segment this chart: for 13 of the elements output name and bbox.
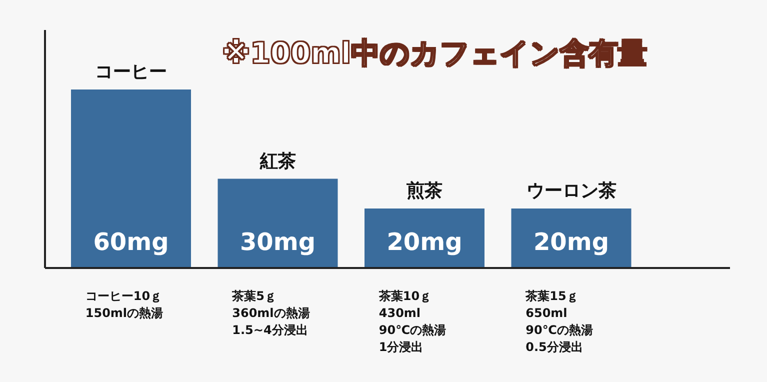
text: コーヒー10ｇ 150mlの熱湯 (85, 289, 164, 320)
text: 茶葉10ｇ 430ml 90℃の熱湯 1分浸出 (378, 289, 446, 354)
data-label: 60mg (93, 228, 169, 256)
x-tick-label: 煎茶 (406, 180, 442, 202)
data-label: 20mg (533, 228, 610, 256)
chart-title: ※100ml中のカフェイン含有量 (222, 35, 647, 72)
data-label: 20mg (386, 228, 462, 256)
text: 茶葉15ｇ 650ml 90℃の熱湯 0.5分浸出 (524, 289, 593, 354)
data-label: 30mg (240, 228, 316, 256)
x-tick-label: 紅茶 (258, 150, 296, 172)
text: 茶葉5ｇ 360mlの熱湯 1.5~4分浸出 (231, 289, 310, 337)
x-tick-label: コーヒー (95, 62, 167, 82)
x-tick-label: ウーロン茶 (526, 180, 616, 202)
